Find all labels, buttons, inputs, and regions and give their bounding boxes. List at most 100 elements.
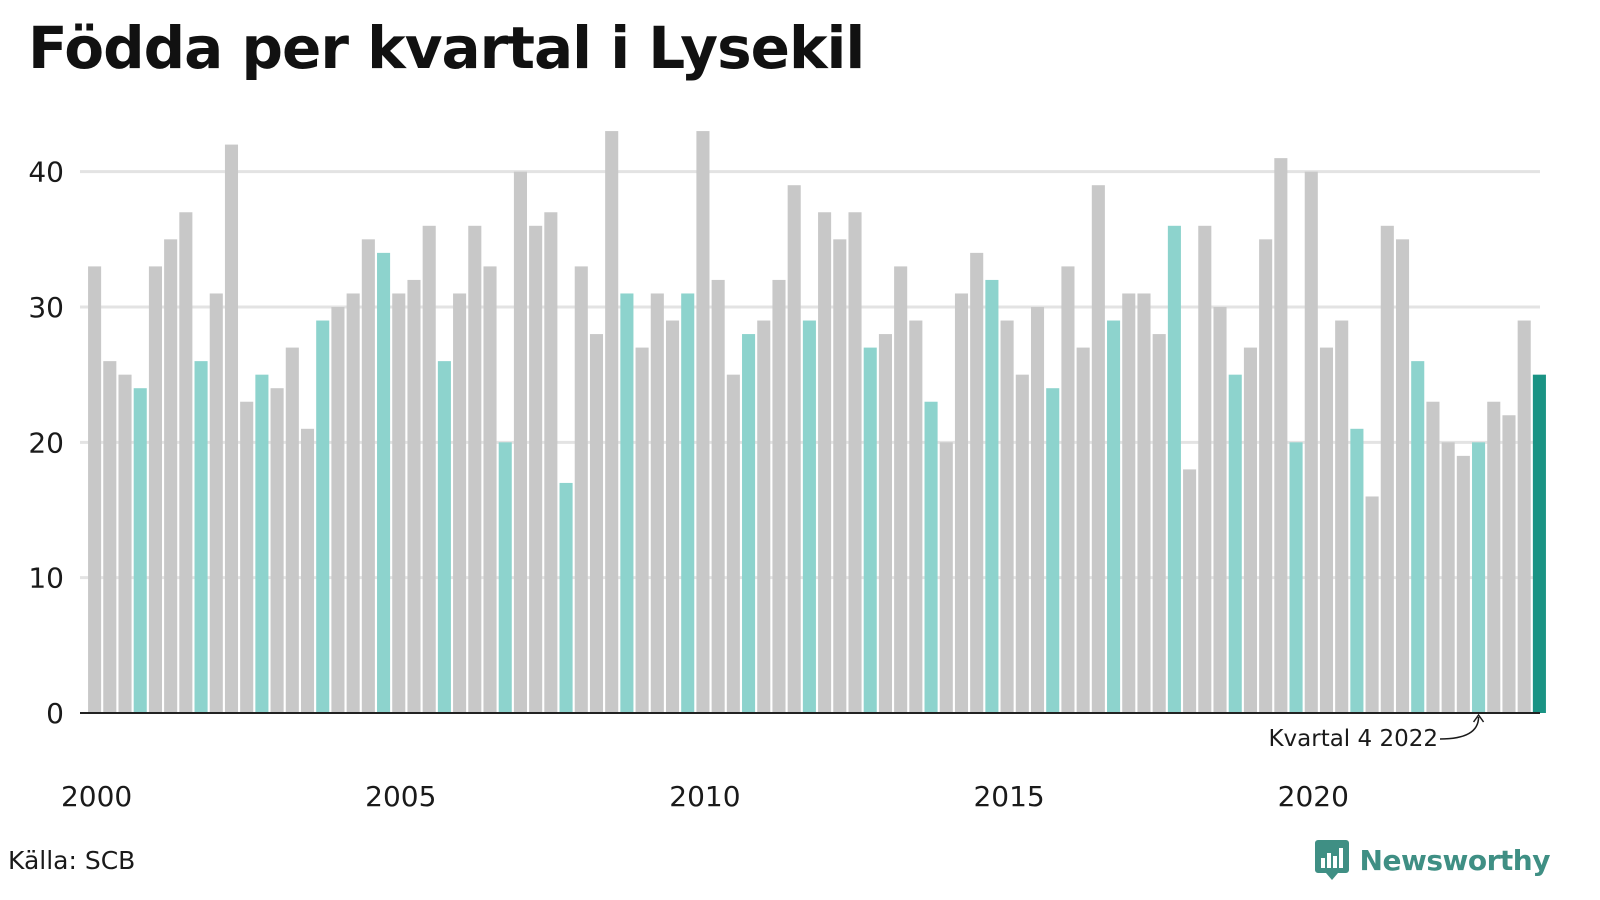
newsworthy-icon [1314,840,1349,880]
bar-2019-q4 [1289,442,1303,713]
brand-logo: Newsworthy [1314,838,1551,882]
x-tick-label: 2000 [61,780,132,813]
source-label: Källa: SCB [8,846,136,875]
bar-2020-q4 [1350,428,1364,713]
bar-2012-q1 [818,212,832,713]
bar-2012-q4 [863,347,877,713]
bars [88,131,1546,714]
bar-2009-q3 [665,320,680,713]
bar-2022-q1 [1426,401,1440,713]
bar-2002-q3 [240,401,254,713]
bar-2005-q3 [422,225,436,714]
x-tick-label: 2020 [1278,780,1349,813]
bar-2021-q2 [1380,225,1394,714]
bar-2014-q4 [985,279,999,713]
bar-2020-q2 [1319,347,1334,713]
y-tick-label: 20 [28,426,64,459]
bar-2017-q4 [1167,225,1181,714]
bar-2017-q3 [1152,334,1166,713]
bar-2013-q1 [878,334,892,713]
bar-2005-q2 [407,279,421,713]
bar-2008-q4 [620,293,634,713]
bar-2022-q3 [1456,455,1470,713]
bar-2007-q4 [559,482,573,713]
bar-2005-q1 [392,293,406,713]
bar-2014-q2 [954,293,969,713]
bar-2015-q2 [1015,374,1029,713]
bar-2006-q4 [498,442,512,713]
bar-2009-q4 [681,293,695,713]
bar-2003-q3 [300,428,315,713]
bar-2003-q4 [316,320,330,713]
y-tick-label: 10 [28,562,64,595]
bar-2011-q3 [787,185,801,713]
annotation-arrow [1439,713,1485,740]
bar-2016-q4 [1107,320,1121,713]
bar-2004-q3 [361,239,375,713]
bar-2019-q2 [1259,239,1273,713]
bar-2003-q1 [270,388,284,713]
bar-2021-q3 [1395,239,1410,713]
bar-2004-q2 [346,293,360,713]
y-axis: 0 10 20 30 40 [28,156,64,730]
bar-2000-q1 [88,266,102,713]
bar-2011-q4 [802,320,816,713]
bar-2021-q4 [1411,361,1425,713]
bar-2006-q3 [483,266,497,713]
bar-2010-q1 [696,131,710,713]
bar-2001-q4 [194,361,208,713]
bar-2018-q4 [1228,374,1242,713]
bar-2016-q1 [1061,266,1075,713]
bar-2011-q1 [757,320,771,713]
y-tick-label: 40 [28,156,64,189]
bar-2022-q2 [1441,442,1455,713]
annotation-label: Kvartal 4 2022 [1268,726,1438,752]
bar-2015-q1 [1000,320,1014,713]
bar-2007-q3 [544,212,558,713]
bar-2010-q2 [711,279,725,713]
x-tick-label: 2010 [669,780,740,813]
bar-2005-q4 [437,361,451,713]
bar-2009-q2 [650,293,664,713]
bar-2000-q4 [133,388,147,713]
bar-2011-q2 [772,279,786,713]
bar-2019-q3 [1274,158,1288,713]
bar-2000-q2 [103,361,117,713]
bar-2002-q2 [224,144,239,714]
bar-2002-q4 [255,374,269,713]
bar-2003-q2 [285,347,299,713]
bar-2023-q2 [1502,415,1516,713]
bar-2007-q2 [529,225,543,714]
brand-name: Newsworthy [1359,843,1551,877]
bar-2013-q3 [909,320,923,713]
bar-2008-q2 [589,334,604,713]
bar-2008-q3 [605,131,619,713]
bar-2010-q3 [726,374,740,713]
bar-2001-q1 [148,266,162,713]
bar-2023-q4 [1532,374,1546,713]
bar-2020-q3 [1335,320,1349,713]
bar-2004-q1 [331,307,345,713]
bar-2016-q2 [1076,347,1090,713]
bar-2014-q1 [939,442,953,713]
bar-2017-q2 [1137,293,1151,713]
y-tick-label: 30 [28,291,64,324]
bar-2006-q2 [468,225,482,714]
bar-2014-q3 [970,252,984,713]
bar-2001-q3 [179,212,193,713]
bar-2023-q1 [1487,401,1501,713]
bar-2004-q4 [377,252,391,713]
bar-2018-q1 [1183,469,1197,713]
bar-2020-q1 [1304,171,1318,714]
bar-2018-q3 [1213,307,1227,713]
bar-2022-q4 [1472,442,1486,713]
bar-2015-q3 [1030,307,1045,713]
bar-2001-q2 [164,239,178,713]
bar-2023-q3 [1517,320,1531,713]
bar-2006-q1 [453,293,467,713]
bar-2010-q4 [742,334,756,713]
bar-2013-q2 [894,266,908,713]
chart-title: Födda per kvartal i Lysekil [28,14,865,82]
bar-2018-q2 [1198,225,1212,714]
